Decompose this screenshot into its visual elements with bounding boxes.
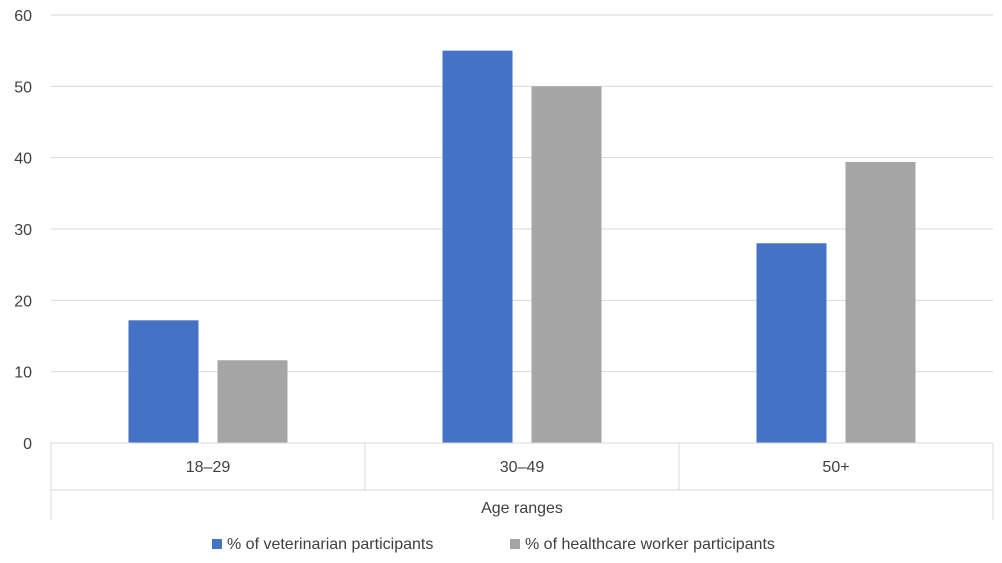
x-tick-label: 18–29 <box>186 459 231 476</box>
bars <box>128 50 916 444</box>
x-tick-label: 30–49 <box>500 459 545 476</box>
y-tick-label: 10 <box>14 365 32 382</box>
y-axis-ticks: 0 10 20 30 40 50 60 <box>14 8 32 453</box>
legend-label-1: % of healthcare worker participants <box>525 536 775 553</box>
y-tick-label: 40 <box>14 151 32 168</box>
legend-swatch-0 <box>212 539 222 549</box>
bar-series-1-cat-1 <box>531 86 602 443</box>
y-tick-label: 30 <box>14 222 32 239</box>
y-tick-label: 60 <box>14 8 32 25</box>
y-tick-label: 20 <box>14 293 32 310</box>
y-tick-label: 0 <box>23 436 32 453</box>
bar-series-0-cat-0 <box>128 320 199 443</box>
x-axis-title: Age ranges <box>481 500 563 517</box>
bar-series-0-cat-2 <box>756 243 827 443</box>
legend: % of veterinarian participants % of healt… <box>212 536 775 553</box>
legend-swatch-1 <box>510 539 520 549</box>
legend-label-0: % of veterinarian participants <box>227 536 433 553</box>
bar-series-0-cat-1 <box>442 50 513 444</box>
bar-series-1-cat-2 <box>845 161 916 444</box>
gridlines <box>51 14 993 373</box>
y-tick-label: 50 <box>14 79 32 96</box>
x-axis <box>50 442 994 520</box>
bar-series-1-cat-0 <box>217 360 288 443</box>
x-tick-label: 50+ <box>822 459 849 476</box>
x-axis-ticks: 18–29 30–49 50+ <box>186 459 850 476</box>
